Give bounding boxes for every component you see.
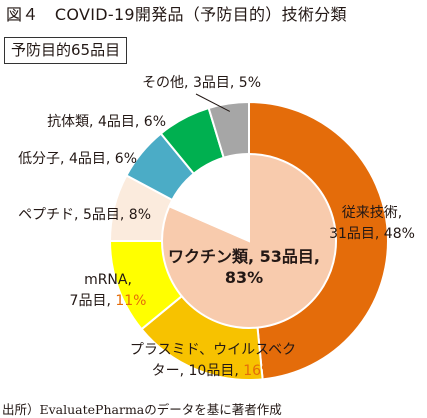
- ring-label-plasmid-viral-vector: プラスミド、ウイルスベクター, 10品目, 16%: [130, 342, 296, 379]
- inner-label-vaccines: ワクチン類, 53品目, 83%: [168, 247, 320, 287]
- ring-label-peptide: ペプチド, 5品目, 8%: [18, 207, 151, 223]
- figure-title: 図４ COVID-19開発品（予防目的）技術分類: [6, 5, 347, 24]
- ring-label-antibody: 抗体類, 4品目, 6%: [47, 114, 166, 130]
- ring-label-conventional: 従来技術, 31品目, 48%: [329, 205, 415, 242]
- ring-label-small-molecule: 低分子, 4品目, 6%: [18, 151, 137, 167]
- leader-line-other: [195, 93, 231, 112]
- source-note: 出所）EvaluatePharmaのデータを基に著者作成: [2, 402, 282, 417]
- box-label: 予防目的65品目: [4, 37, 128, 64]
- ring-label-other: その他, 3品目, 5%: [142, 75, 261, 91]
- ring-label-mrna: mRNA, 7品目, 11%: [70, 272, 147, 309]
- inner-slice-non-vaccine: [167, 152, 250, 243]
